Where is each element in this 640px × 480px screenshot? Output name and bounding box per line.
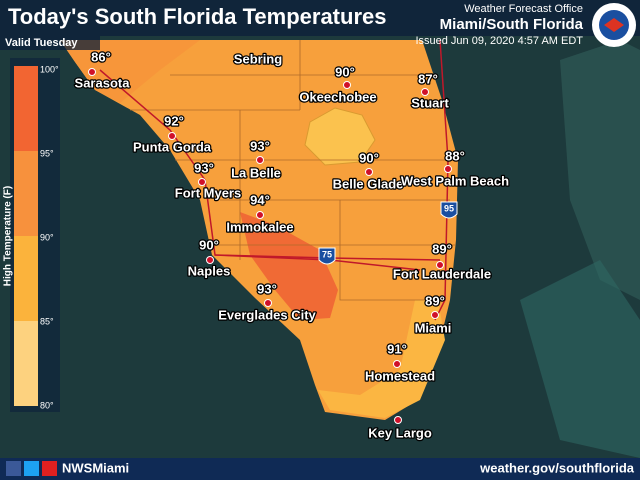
- issued: Issued Jun 09, 2020 4:57 AM EDT: [415, 35, 583, 47]
- city-temp: 90°: [335, 64, 355, 79]
- shield-number: 75: [322, 249, 332, 259]
- city-temp: 89°: [432, 241, 452, 256]
- county-lines: [130, 40, 455, 301]
- city-name: La Belle: [231, 165, 281, 180]
- city-temp: 93°: [250, 138, 270, 153]
- city-temp: 93°: [194, 160, 214, 175]
- city-name: Naples: [188, 263, 231, 278]
- city-dot: [421, 88, 429, 96]
- city-name: West Palm Beach: [401, 173, 509, 188]
- hot-zone: [240, 212, 338, 320]
- lake-okeechobee: [304, 107, 376, 166]
- legend: High Temperature (F) 100° 95° 90° 85° 80°: [3, 58, 60, 412]
- legend-label: High Temperature (F): [3, 186, 14, 286]
- city-name: Fort Lauderdale: [393, 266, 491, 281]
- legend-tick: 85°: [40, 316, 54, 326]
- city-name: Miami: [415, 320, 452, 335]
- office: Weather Forecast Office: [464, 3, 583, 15]
- interstate-shield: [440, 201, 458, 219]
- city-dot: [393, 360, 401, 368]
- city-dot: [394, 416, 402, 424]
- land-northwest: [60, 40, 200, 103]
- city-dot: [431, 311, 439, 319]
- header-bar: [0, 0, 640, 36]
- city-temp: 93°: [257, 281, 277, 296]
- city-name: Sarasota: [75, 75, 131, 90]
- city-name: Punta Gorda: [133, 139, 212, 154]
- city-temp: 94°: [250, 192, 270, 207]
- city-temp: 90°: [359, 150, 379, 165]
- website[interactable]: weather.gov/southflorida: [479, 460, 635, 475]
- city-dot: [444, 165, 452, 173]
- interstate-shield: [318, 247, 336, 265]
- coastal-cooler: [318, 300, 445, 418]
- facebook-icon[interactable]: [6, 461, 21, 476]
- city-name: Key Largo: [368, 425, 432, 440]
- city-dot: [436, 261, 444, 269]
- title: Today's South Florida Temperatures: [8, 4, 386, 29]
- legend-swatch: [14, 236, 38, 321]
- city-name: Sebring: [234, 51, 282, 66]
- city-name: Homestead: [365, 368, 435, 383]
- city-name: Stuart: [411, 95, 449, 110]
- city-temp: 90°: [199, 237, 219, 252]
- valid-bar: [0, 36, 100, 50]
- city-temp: 86°: [91, 49, 111, 64]
- bahamas-shallows: [560, 40, 640, 300]
- city-temp: 89°: [425, 293, 445, 308]
- youtube-icon[interactable]: [42, 461, 57, 476]
- city-dot: [88, 68, 96, 76]
- footer-bar: [0, 458, 640, 480]
- legend-tick: 95°: [40, 148, 54, 158]
- city-dot: [206, 256, 214, 264]
- city-dot: [168, 132, 176, 140]
- legend-tick: 100°: [40, 64, 59, 74]
- shield-number: 95: [444, 203, 454, 213]
- city-name: Okeechobee: [299, 89, 376, 104]
- legend-swatch: [14, 321, 38, 406]
- city-temp: 92°: [164, 113, 184, 128]
- city-dot: [256, 211, 264, 219]
- city-name: Belle Glade: [333, 176, 404, 191]
- valid-day: Valid Tuesday: [5, 37, 78, 49]
- social-handle[interactable]: NWSMiami: [62, 460, 129, 475]
- city-name: Fort Myers: [175, 185, 241, 200]
- city-temp: 88°: [445, 148, 465, 163]
- city-dot: [198, 178, 206, 186]
- city-dot: [264, 299, 272, 307]
- city-temp: 87°: [418, 71, 438, 86]
- twitter-icon[interactable]: [24, 461, 39, 476]
- bank-shallows: [520, 260, 640, 458]
- city-name: Everglades City: [218, 307, 316, 322]
- legend-tick: 90°: [40, 232, 54, 242]
- city-dot: [365, 168, 373, 176]
- city-dot: [256, 156, 264, 164]
- city-name: Immokalee: [226, 219, 293, 234]
- city-dot: [343, 81, 351, 89]
- legend-swatch: [14, 66, 38, 151]
- office-name: Miami/South Florida: [440, 16, 584, 33]
- nws-logo-mark: [604, 18, 624, 32]
- city-temp: 91°: [387, 341, 407, 356]
- legend-tick: 80°: [40, 400, 54, 410]
- legend-swatch: [14, 151, 38, 236]
